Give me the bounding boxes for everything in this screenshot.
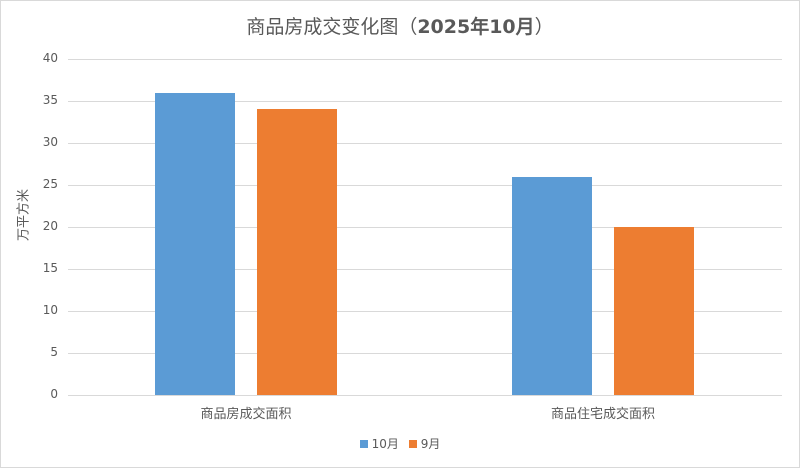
y-tick-label: 30: [42, 135, 58, 149]
x-category-label: 商品房成交面积: [200, 407, 292, 422]
legend-item-september[interactable]: 9月: [408, 435, 441, 452]
gridline: [68, 311, 782, 312]
y-tick-label: 10: [42, 303, 58, 317]
gridline: [68, 353, 782, 354]
y-tick-label: 40: [42, 51, 58, 65]
gridline: [68, 185, 782, 186]
y-tick-label: 25: [42, 177, 58, 191]
gridline: [68, 59, 782, 60]
chart-title: 商品房成交变化图（2025年10月）: [246, 16, 554, 38]
bar-october[interactable]: [155, 92, 235, 395]
legend-item-october[interactable]: 10月: [359, 435, 399, 452]
legend: 10月 9月: [0, 435, 800, 452]
y-tick-label: 35: [42, 93, 58, 107]
legend-swatch-icon: [408, 439, 417, 448]
gridline: [68, 269, 782, 270]
legend-swatch-icon: [359, 439, 368, 448]
gridline: [68, 227, 782, 228]
x-category-label: 商品住宅成交面积: [550, 407, 655, 422]
y-tick-label: 20: [42, 219, 58, 233]
y-tick-label: 5: [50, 345, 58, 359]
gridline: [68, 101, 782, 102]
legend-label: 10月: [371, 437, 399, 451]
y-tick-label: 15: [42, 261, 58, 275]
bar-september[interactable]: [614, 227, 694, 395]
gridline: [68, 143, 782, 144]
legend-label: 9月: [420, 437, 441, 451]
gridline: [68, 395, 782, 396]
y-tick-label: 0: [50, 387, 58, 401]
bar-september[interactable]: [257, 109, 337, 395]
plot-area: [68, 59, 782, 396]
bar-october[interactable]: [512, 176, 592, 395]
y-axis-label: 万平方米: [16, 188, 32, 242]
